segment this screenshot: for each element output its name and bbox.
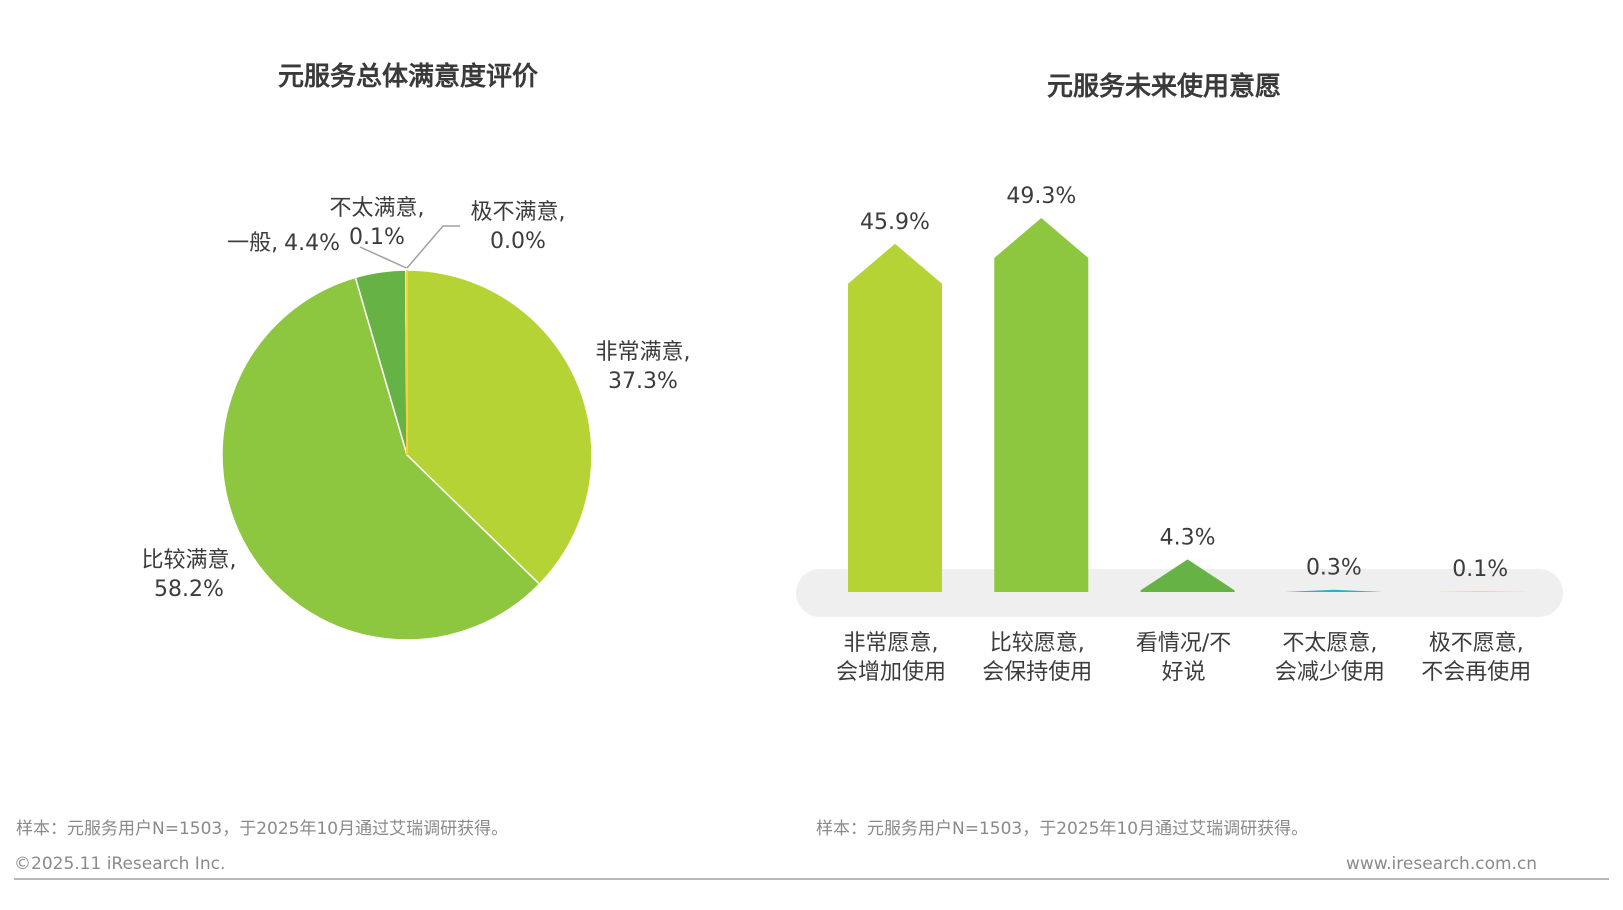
bar-category-label-3: 好说 <box>1162 660 1206 685</box>
pie-label-not-satisfied: 不太满意, <box>330 196 425 221</box>
bar-category-label-2: 比较愿意, <box>990 631 1085 656</box>
pie-label-not-satisfied: 0.1% <box>349 225 405 250</box>
bar-category-label-4: 会减少使用 <box>1275 660 1385 685</box>
footer-website: www.iresearch.com.cn <box>1346 854 1538 874</box>
bar-category-label-5: 极不愿意, <box>1429 631 1524 656</box>
leader-line-very-unsatisfied <box>406 225 460 269</box>
bar-value-label-3: 4.3% <box>1160 525 1216 550</box>
sample-note-left: 样本：元服务用户N=1503，于2025年10月通过艾瑞调研获得。 <box>16 819 509 839</box>
bar-value-label-5: 0.1% <box>1452 557 1508 582</box>
bar-1 <box>848 243 942 593</box>
bar-4 <box>1286 589 1381 592</box>
pie-label-neutral-value: 4.4% <box>284 231 340 256</box>
pie-chart: 非常满意, 37.3% 比较满意, 58.2% 一般, 4.4% 不太满意, 0.1% 极不满意… <box>142 196 691 641</box>
pie-chart-title: 元服务总体满意度评价 <box>278 62 539 92</box>
bar-category-label-1: 会增加使用 <box>836 660 946 685</box>
bar-category-label-4: 不太愿意, <box>1282 631 1377 656</box>
pie-label-neutral-name: 一般, <box>227 231 278 256</box>
bar-value-label-1: 45.9% <box>860 210 930 235</box>
bar-value-label-2: 49.3% <box>1006 184 1076 209</box>
footer-divider <box>14 878 1609 880</box>
bar-category-label-1: 非常愿意, <box>844 631 939 656</box>
pie-slice-very-satisfied <box>406 269 593 586</box>
pie-slice-fairly-satisfied <box>221 276 541 641</box>
pie-label-very-satisfied: 37.3% <box>608 369 678 394</box>
bar-category-label-3: 看情况/不 <box>1136 631 1231 656</box>
bar-5 <box>1433 591 1528 592</box>
pie-label-fairly-satisfied: 比较满意, <box>142 548 237 573</box>
pie-label-very-unsatisfied: 0.0% <box>490 229 546 254</box>
bar-2 <box>994 218 1089 592</box>
bar-chart: 45.9% 非常愿意, 会增加使用 49.3% 比较愿意, 会保持使用 4.3% 看情况/不好… <box>796 184 1563 685</box>
sample-note-right: 样本：元服务用户N=1503，于2025年10月通过艾瑞调研获得。 <box>816 819 1309 839</box>
pie-label-neutral: 一般, 4.4% <box>227 231 340 256</box>
bar-value-label-4: 0.3% <box>1306 556 1362 581</box>
pie-label-very-satisfied: 非常满意, <box>596 340 691 365</box>
bar-base-platform <box>796 569 1563 617</box>
pie-label-fairly-satisfied: 58.2% <box>154 577 224 602</box>
leader-line-not-satisfied <box>359 246 407 269</box>
footer-copyright: ©2025.11 iResearch Inc. <box>14 854 226 874</box>
bar-category-label-2: 会保持使用 <box>982 660 1092 685</box>
pie-label-very-unsatisfied: 极不满意, <box>471 200 566 225</box>
bar-category-label-5: 不会再使用 <box>1421 660 1531 685</box>
bar-3 <box>1140 559 1235 592</box>
bar-chart-title: 元服务未来使用意愿 <box>1047 72 1282 102</box>
